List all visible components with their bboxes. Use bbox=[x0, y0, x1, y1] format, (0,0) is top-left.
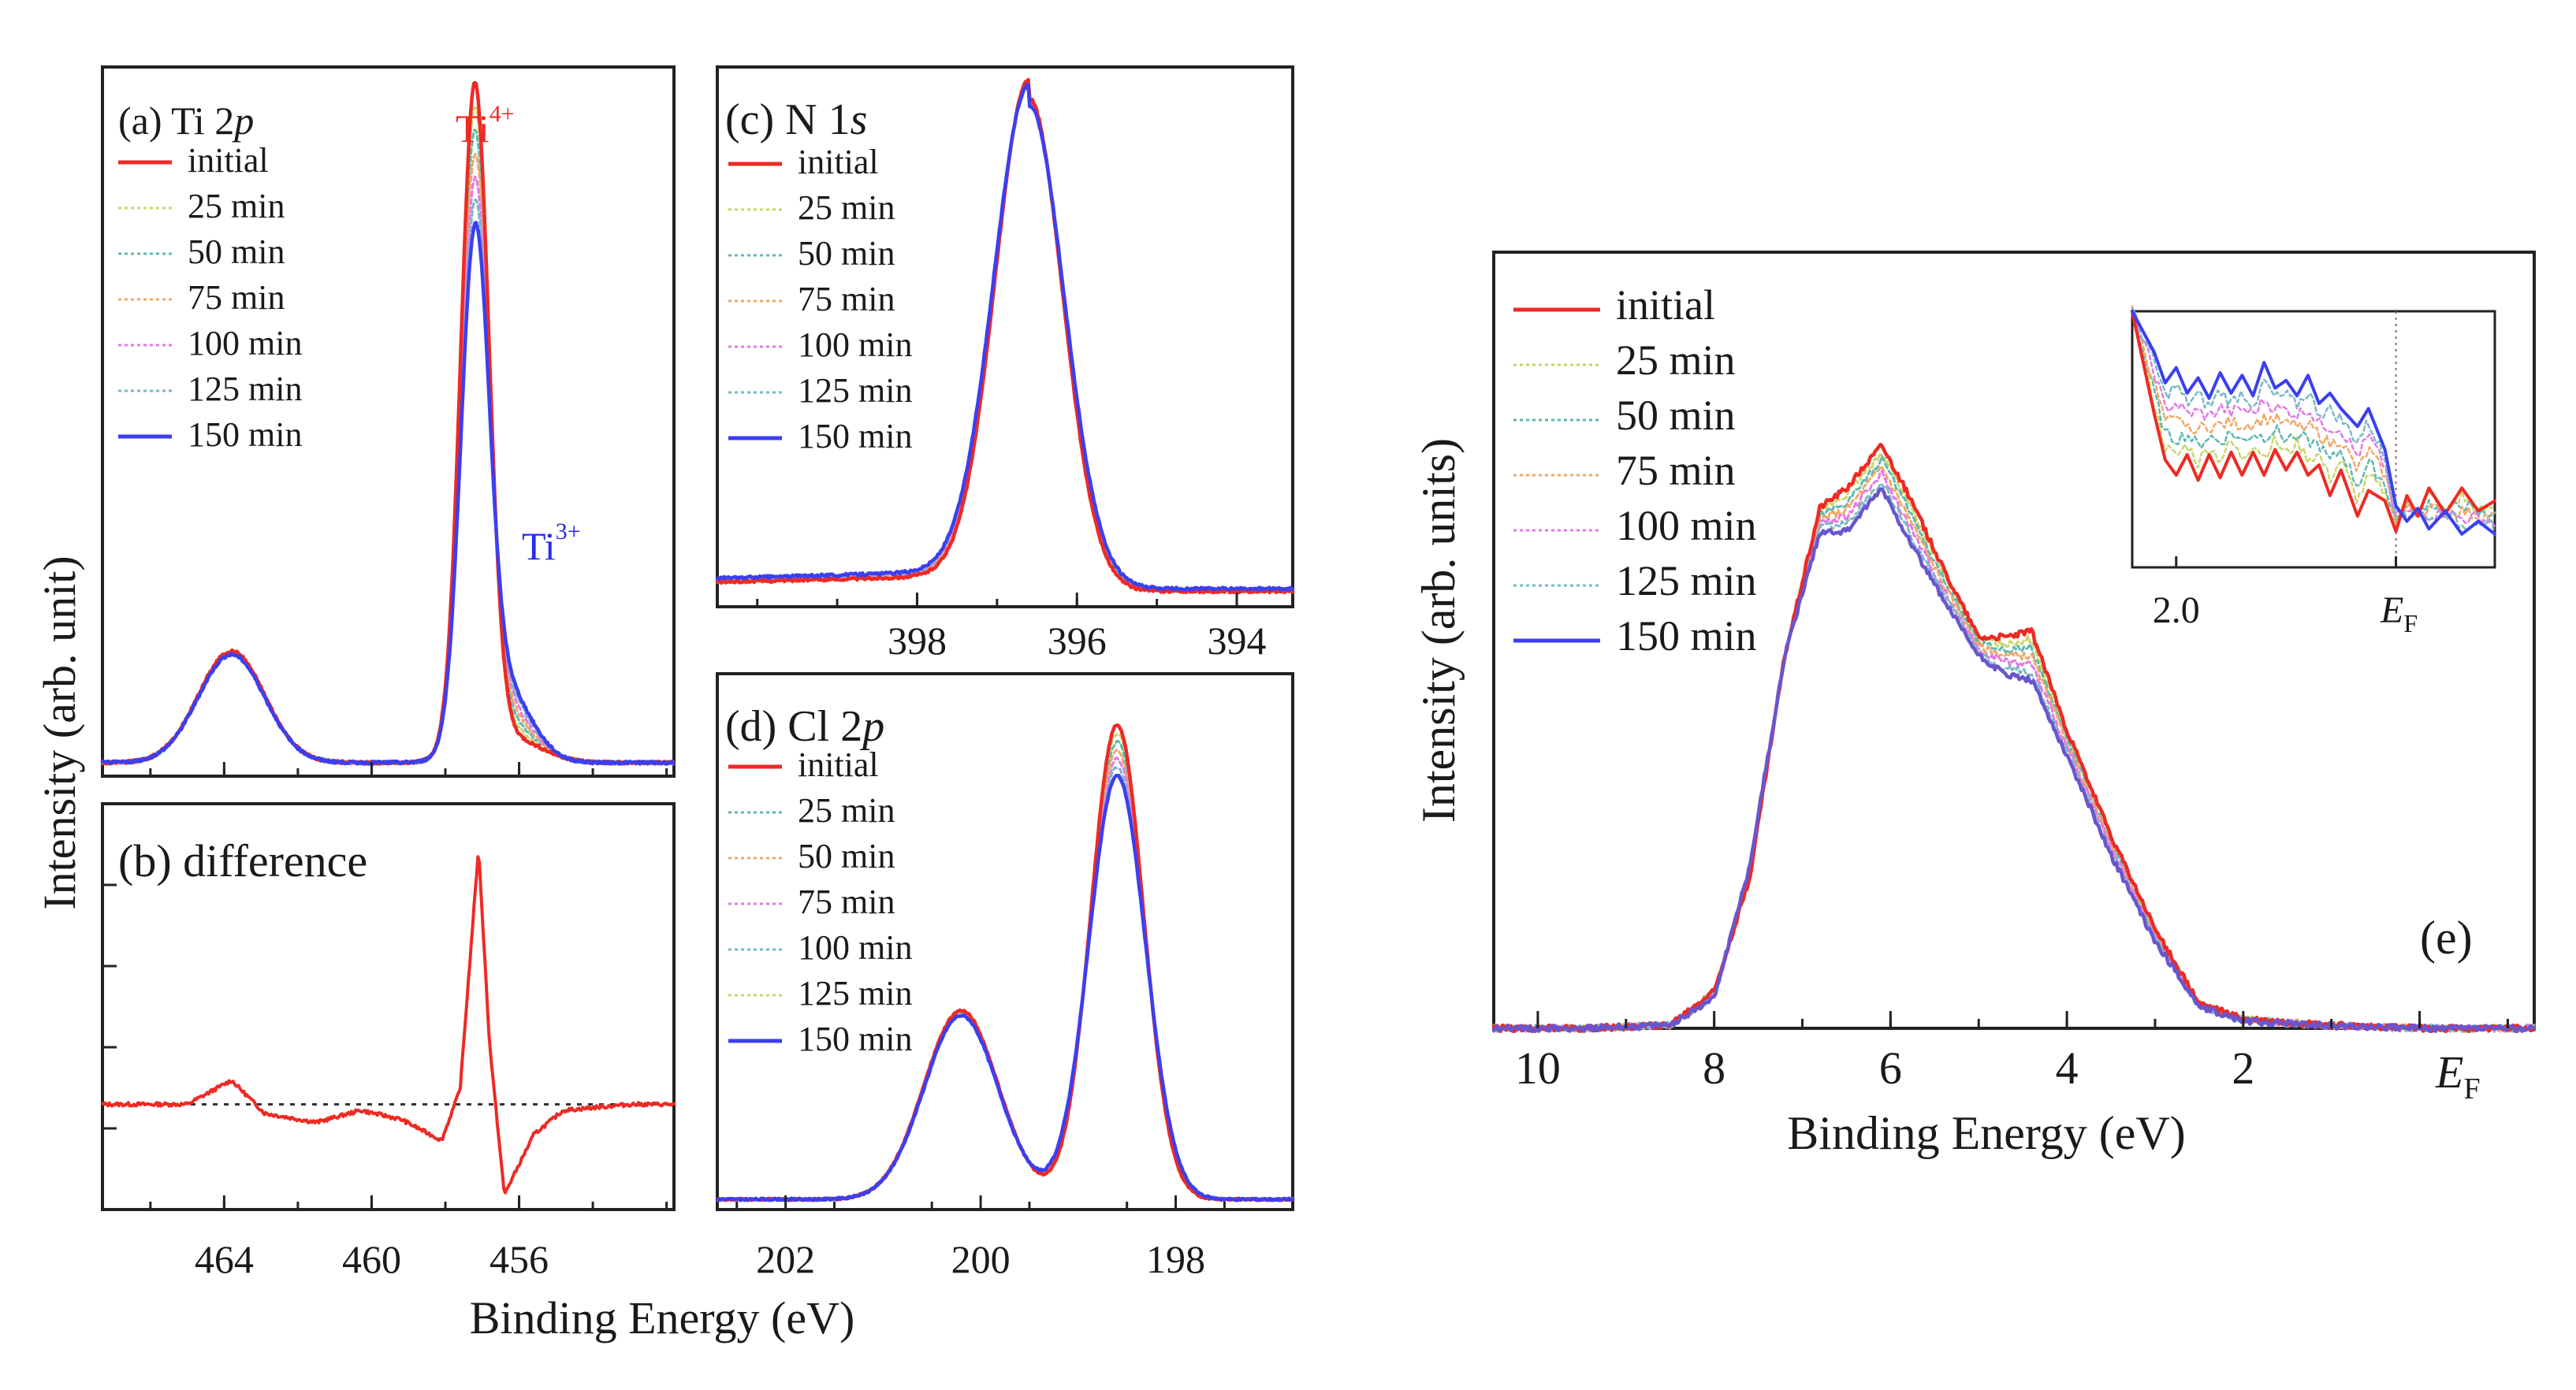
panel-c-legend-label: 50 min bbox=[798, 234, 895, 273]
inset-series-150min bbox=[2131, 310, 2496, 536]
panel-c-legend-label: 25 min bbox=[798, 188, 895, 227]
tick-inset-ef: EF bbox=[2380, 589, 2418, 637]
panel-d-frame bbox=[716, 672, 1294, 1211]
panel-e-frame bbox=[1492, 251, 2536, 1030]
panel-a-legend-label: 150 min bbox=[188, 415, 302, 454]
ti4-annotation: Ti4+ bbox=[456, 101, 515, 151]
panel-c-xtick-label: 398 bbox=[888, 619, 947, 663]
panel-c-series-150min bbox=[715, 83, 1295, 593]
inset-series-m50 bbox=[2131, 313, 2496, 522]
panel-e-xtick-label: 8 bbox=[1703, 1042, 1725, 1094]
panel-d-xtick-label: 202 bbox=[756, 1237, 815, 1281]
panel-e-label: (e) bbox=[2420, 912, 2473, 964]
tick-e-ef: EF bbox=[2435, 1046, 2481, 1106]
panel-c-legend-label: 75 min bbox=[798, 280, 895, 318]
panel-e-legend-label: 25 min bbox=[1616, 336, 1736, 384]
ylabel-a: Intensity (arb. unit) bbox=[34, 556, 85, 909]
panel-d-legend-label: 50 min bbox=[798, 837, 895, 875]
panel-b-xtick-label: 460 bbox=[342, 1237, 401, 1281]
inset-xtick-label: 2.0 bbox=[2153, 589, 2200, 631]
panel-d-xtick-label: 198 bbox=[1146, 1237, 1205, 1281]
panel-c-label: (c) N 1s bbox=[725, 95, 867, 144]
panel-d-legend-label: 150 min bbox=[798, 1020, 912, 1058]
panel-c-frame bbox=[716, 65, 1294, 608]
panel-d-legend-label: 25 min bbox=[798, 791, 895, 830]
panel-d-series-150min bbox=[715, 773, 1295, 1202]
panel-c-legend-label: 125 min bbox=[798, 371, 912, 410]
panel-e-legend-label: 75 min bbox=[1616, 447, 1736, 494]
panel-a-frame bbox=[101, 65, 676, 778]
panel-a-legend-label: 25 min bbox=[188, 187, 285, 225]
xlabel-abcd: Binding Energy (eV) bbox=[470, 1292, 855, 1344]
panel-e-legend-label: 150 min bbox=[1616, 612, 1757, 660]
panel-d-legend-label: 75 min bbox=[798, 883, 895, 921]
ylabel-e: Intensity (arb. units) bbox=[1413, 438, 1465, 823]
panel-d-label: (d) Cl 2p bbox=[725, 702, 884, 751]
inset-series-m75 bbox=[2131, 305, 2496, 524]
ti3-annotation: Ti3+ bbox=[522, 518, 581, 568]
panel-d-legend-label: 125 min bbox=[798, 974, 912, 1013]
panel-e-xtick-label: 4 bbox=[2056, 1042, 2079, 1094]
panel-a-legend-label: 100 min bbox=[188, 324, 302, 362]
panel-b-frame bbox=[101, 802, 676, 1211]
panel-e-legend-label: initial bbox=[1616, 281, 1715, 329]
panel-a-series-150min bbox=[100, 221, 676, 766]
panel-e-xtick-label: 2 bbox=[2232, 1042, 2254, 1094]
panel-b-label: (b) difference bbox=[118, 835, 367, 886]
panel-c-legend-label: 150 min bbox=[798, 417, 912, 455]
panel-a-legend-label: initial bbox=[188, 141, 269, 180]
panel-a-legend-label: 125 min bbox=[188, 370, 302, 408]
panel-e-legend-label: 100 min bbox=[1616, 502, 1757, 549]
panel-c-legend-label: initial bbox=[798, 143, 879, 181]
panel-e-xtick-label: 10 bbox=[1515, 1042, 1561, 1094]
panel-a-legend-label: 50 min bbox=[188, 232, 285, 271]
panel-a-label: (a) Ti 2p bbox=[118, 98, 254, 143]
panel-d-xtick-label: 200 bbox=[951, 1237, 1011, 1281]
xlabel-e: Binding Energy (eV) bbox=[1787, 1107, 2185, 1159]
panel-e-series-150min bbox=[1491, 487, 2537, 1034]
panel-d-legend-label: 100 min bbox=[798, 928, 912, 967]
inset-series-m100 bbox=[2131, 309, 2496, 528]
panel-c-legend-label: 100 min bbox=[798, 325, 912, 364]
plot-layer: initial 25 min 50 min 75 min 100 min 125 min 1… bbox=[100, 65, 2537, 1281]
panel-b-xtick-label: 464 bbox=[195, 1237, 254, 1281]
panel-e-legend-label: 125 min bbox=[1616, 557, 1757, 604]
panel-c-xtick-label: 394 bbox=[1208, 619, 1267, 663]
panel-e-xtick-label: 6 bbox=[1879, 1042, 1902, 1094]
panel-b-xtick-label: 456 bbox=[490, 1237, 549, 1281]
panel-e-legend-label: 50 min bbox=[1616, 392, 1736, 439]
panel-d-legend-label: initial bbox=[798, 745, 879, 784]
panel-b-series-difference bbox=[101, 855, 676, 1195]
panel-c-xtick-label: 396 bbox=[1048, 619, 1107, 663]
panel-a-legend-label: 75 min bbox=[188, 278, 285, 317]
